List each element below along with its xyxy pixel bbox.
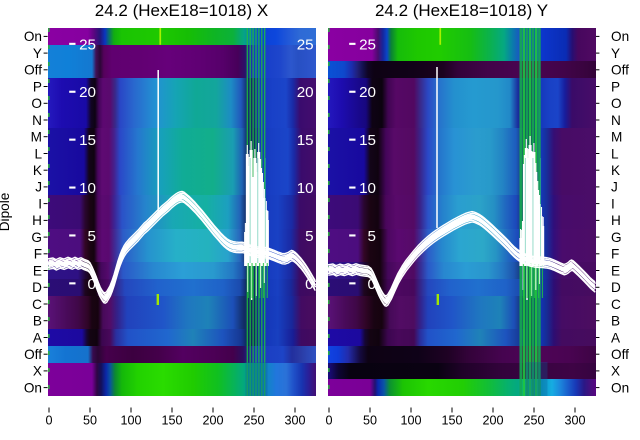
svg-text:Off: Off [611,347,629,362]
svg-text:On: On [611,380,629,395]
svg-text:Off: Off [24,347,42,362]
svg-text:C: C [611,297,621,312]
svg-text:24.2 (HexE18=1018) Y: 24.2 (HexE18=1018) Y [375,1,548,20]
svg-text:I: I [611,196,615,211]
svg-text:K: K [611,163,620,178]
svg-text:H: H [32,213,42,228]
svg-text:15: 15 [79,132,96,149]
svg-text:25: 25 [297,36,314,53]
svg-text:0: 0 [368,276,376,293]
svg-text:0: 0 [325,414,332,428]
svg-text:P: P [33,79,42,94]
svg-text:25: 25 [359,36,376,53]
svg-text:250: 250 [523,414,544,428]
svg-text:50: 50 [83,414,97,428]
svg-text:H: H [611,213,621,228]
svg-text:10: 10 [79,180,96,197]
svg-text:F: F [34,247,42,262]
svg-text:E: E [33,263,42,278]
svg-text:50: 50 [363,414,377,428]
svg-text:C: C [32,297,42,312]
svg-text:On: On [24,29,42,44]
svg-text:O: O [31,96,42,111]
svg-text:10: 10 [297,180,314,197]
svg-text:On: On [611,29,629,44]
svg-text:J: J [35,180,42,195]
svg-text:15: 15 [297,132,314,149]
svg-text:G: G [611,230,622,245]
svg-text:250: 250 [243,414,264,428]
svg-text:5: 5 [305,228,313,245]
svg-text:M: M [31,130,42,145]
svg-text:Dipole: Dipole [0,193,12,232]
svg-text:I: I [38,196,42,211]
svg-text:J: J [611,180,618,195]
svg-text:20: 20 [359,84,376,101]
svg-text:24.2 (HexE18=1018) X: 24.2 (HexE18=1018) X [95,1,268,20]
svg-text:D: D [611,280,621,295]
svg-text:B: B [33,314,42,329]
svg-text:300: 300 [284,414,305,428]
svg-text:0: 0 [305,276,313,293]
svg-text:Off: Off [24,63,42,78]
svg-text:0: 0 [88,276,96,293]
svg-text:B: B [611,314,620,329]
svg-text:K: K [33,163,42,178]
svg-text:0: 0 [45,414,52,428]
svg-text:D: D [32,280,42,295]
svg-text:150: 150 [161,414,182,428]
svg-text:F: F [611,247,619,262]
svg-text:100: 100 [400,414,421,428]
svg-text:O: O [611,96,622,111]
svg-text:X: X [611,364,620,379]
svg-text:15: 15 [359,132,376,149]
svg-text:100: 100 [120,414,141,428]
svg-text:10: 10 [359,180,376,197]
svg-text:G: G [31,230,42,245]
svg-text:L: L [611,146,619,161]
svg-text:Y: Y [611,46,620,61]
svg-text:25: 25 [79,36,96,53]
svg-text:150: 150 [441,414,462,428]
svg-text:300: 300 [564,414,585,428]
svg-text:200: 200 [482,414,503,428]
svg-text:Off: Off [611,63,629,78]
svg-text:5: 5 [368,228,376,245]
svg-text:20: 20 [297,84,314,101]
svg-text:X: X [33,364,42,379]
svg-text:N: N [32,113,42,128]
svg-text:L: L [34,146,42,161]
svg-text:N: N [611,113,621,128]
svg-text:5: 5 [88,228,96,245]
svg-text:On: On [24,380,42,395]
svg-text:A: A [33,330,43,345]
svg-text:A: A [611,330,621,345]
svg-text:P: P [611,79,620,94]
svg-text:200: 200 [202,414,223,428]
svg-text:Y: Y [33,46,42,61]
svg-text:E: E [611,263,620,278]
svg-text:20: 20 [79,84,96,101]
svg-text:M: M [611,130,622,145]
